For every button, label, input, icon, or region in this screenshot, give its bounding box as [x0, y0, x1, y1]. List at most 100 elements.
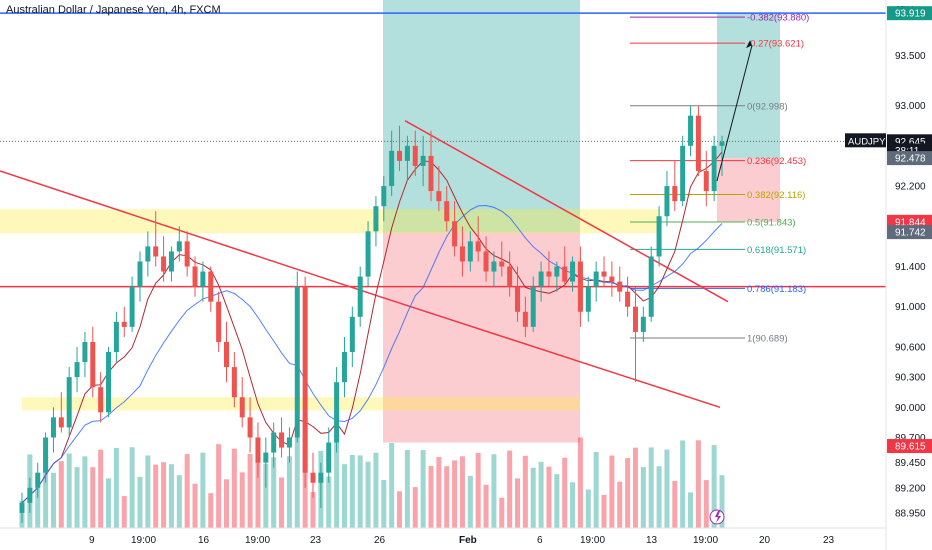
supply-zone [0, 209, 660, 234]
volume-bar [491, 454, 497, 528]
candle-body [640, 316, 646, 332]
candle-body [609, 276, 615, 282]
candle-body [428, 155, 434, 192]
candle-body [271, 432, 277, 453]
x-tick-label: 19:00 [245, 535, 270, 546]
volume-bar [223, 479, 229, 528]
price-tag [887, 439, 932, 454]
volume-bar [719, 475, 725, 528]
candle-body [90, 341, 96, 388]
candle-body [703, 170, 709, 192]
candle-body [617, 281, 623, 292]
volume-bar [137, 476, 143, 528]
candle-body [522, 311, 528, 327]
volume-bar [546, 466, 552, 528]
candle-body [161, 256, 167, 272]
volume-bar [562, 457, 568, 528]
candle-body [538, 271, 544, 287]
volume-bar [389, 442, 395, 528]
volume-bar [444, 466, 450, 528]
volume-bar [247, 453, 253, 528]
candle-body [279, 432, 285, 448]
x-tick-label: 9 [89, 535, 95, 546]
y-tick-label: 89.700 [895, 433, 926, 444]
lightning-icon-bolt [715, 511, 721, 523]
candle-body [632, 306, 638, 332]
volume-bar [176, 475, 182, 528]
volume-bar [475, 452, 481, 528]
x-tick-label: 20 [759, 535, 771, 546]
y-tick-label: 90.600 [895, 342, 926, 353]
volume-bar [365, 461, 371, 528]
candle-body [444, 201, 450, 222]
trendline [379, 295, 721, 409]
candle-body [483, 251, 489, 272]
x-tick-label: Feb [459, 535, 477, 546]
long-position-profit-zone [717, 13, 780, 158]
volume-bar [279, 477, 285, 528]
candle-body [436, 191, 442, 202]
volume-bar [428, 466, 434, 528]
volume-bar [357, 455, 363, 528]
price-tag [887, 6, 932, 21]
fib-level-label: -0.27(93.621) [747, 39, 804, 50]
candle-body [208, 271, 214, 302]
candle-body [373, 206, 379, 232]
candle-body [365, 231, 371, 277]
volume-bar [570, 482, 576, 528]
volume-bar [66, 453, 72, 528]
volume-bar [184, 454, 190, 528]
volume-bar [192, 483, 198, 528]
candle-body [601, 271, 607, 277]
candle-body [106, 352, 112, 413]
volume-bar [310, 491, 316, 528]
fib-level-label: 0.236(92.453) [747, 156, 806, 167]
candle-body [27, 487, 33, 503]
fib-level-label: 0.618(91.571) [747, 245, 806, 256]
candle-body [459, 246, 465, 262]
candle-body [35, 472, 41, 488]
volume-bar [113, 448, 119, 528]
candle-body [50, 417, 56, 438]
candle-body [82, 341, 88, 363]
price-tag-label: 92.478 [895, 154, 926, 165]
volume-bar [231, 448, 237, 528]
projection-arrow [716, 45, 753, 182]
x-tick-label: 26 [374, 535, 386, 546]
volume-bar [711, 445, 717, 528]
moving-average-fast [21, 151, 723, 504]
candle-body [672, 186, 678, 202]
candle-body [326, 442, 332, 473]
volume-bar [530, 467, 536, 528]
volume-bar [121, 496, 127, 528]
volume-bar [436, 456, 442, 528]
candle-body [625, 291, 631, 307]
candle-body [349, 316, 355, 352]
x-tick-label: 23 [823, 535, 835, 546]
price-tag [887, 225, 932, 240]
volume-bar [632, 447, 638, 528]
candle-body [475, 241, 481, 252]
candle-body [593, 271, 599, 287]
fib-level-label: 0.382(92.116) [747, 190, 805, 201]
candle-body [310, 472, 316, 483]
candle-body [192, 266, 198, 287]
price-tag-label: 89.615 [895, 442, 926, 453]
candle-body [570, 261, 576, 282]
volume-bar [271, 457, 277, 528]
volume-bar [58, 461, 64, 528]
candle-body [19, 502, 25, 513]
candle-body [381, 186, 387, 207]
x-tick-label: 13 [646, 535, 658, 546]
candle-body [420, 155, 426, 166]
volume-bar [515, 478, 521, 528]
candle-body [137, 261, 143, 287]
volume-bar [43, 451, 49, 528]
x-tick-label: 19:00 [580, 535, 605, 546]
price-tag-label: 92.645 [895, 137, 926, 148]
fib-level-label: -0.382(93.880) [747, 13, 809, 24]
candle-body [58, 417, 64, 428]
candle-body [98, 387, 104, 413]
